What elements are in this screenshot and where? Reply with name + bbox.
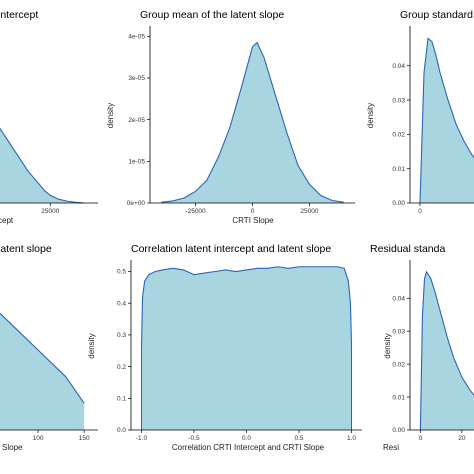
density-curve [140, 266, 353, 348]
x-tick-label: 0 [419, 435, 423, 442]
y-tick-label: 0.1 [117, 396, 126, 403]
x-tick-label: 0 [251, 208, 255, 215]
y-axis-label: density [383, 333, 392, 358]
x-axis-label: Slope [2, 443, 23, 452]
y-axis-label: density [87, 333, 96, 358]
y-axis-label: density [366, 103, 375, 128]
y-tick-label: 0.01 [392, 166, 405, 173]
x-axis-label: Resi [383, 443, 399, 452]
panel-top-left: 25000 cept intercept [0, 9, 98, 225]
y-tick-label: 0.03 [392, 328, 405, 335]
density-curve [419, 37, 474, 204]
y-tick-label: 0.2 [117, 364, 126, 371]
x-axis-label: cept [0, 216, 14, 225]
panel-top-right: 0.00 0.01 0.02 0.03 0.04 density 0 Group standa… [366, 9, 474, 215]
y-tick-label: 0.5 [117, 269, 126, 276]
x-tick-label: 150 [79, 435, 90, 442]
y-tick-label: 0.0 [117, 427, 126, 434]
panel-title: Correlation latent intercept and latent … [131, 243, 331, 255]
x-tick-label: 0 [418, 208, 422, 215]
y-tick-label: 4e-05 [128, 34, 145, 41]
y-tick-label: 0.00 [392, 427, 405, 434]
x-tick-label: 100 [33, 435, 44, 442]
panel-bottom-left: 100 150 Slope latent slope [0, 243, 98, 452]
panel-title: Group standard [400, 9, 473, 21]
x-tick-label: -1.0 [136, 435, 148, 442]
density-area [161, 42, 344, 203]
density-curve [0, 312, 85, 404]
x-tick-label: 25000 [300, 208, 318, 215]
y-tick-label: 3e-05 [128, 75, 145, 82]
density-area [420, 38, 474, 203]
x-tick-label: 20 [458, 435, 466, 442]
y-tick-label: 0.3 [117, 332, 126, 339]
panel-title: Residual standa [370, 243, 445, 255]
y-tick-label: 0.04 [392, 63, 405, 70]
x-axis-label: Correlation CRTI Intercept and CRTI Slop… [172, 443, 325, 452]
y-tick-label: 2e-05 [128, 117, 145, 124]
x-tick-label: 25000 [41, 208, 59, 215]
x-tick-label: 1.0 [347, 435, 356, 442]
density-curve [0, 127, 85, 204]
density-area [0, 313, 85, 430]
x-axis-label: CRTI Slope [232, 216, 274, 225]
panel-bottom-right: 0.00 0.01 0.02 0.03 0.04 density 0 20 Resi Residu… [370, 243, 474, 452]
y-tick-label: 0.01 [392, 394, 405, 401]
panel-bottom-middle: 0.0 0.1 0.2 0.3 0.4 0.5 density -1.0 -0.5 0.0 0.5 1… [87, 243, 362, 452]
panel-title: intercept [0, 9, 38, 21]
panel-top-middle: 0e+00 1e-05 2e-05 3e-05 4e-05 density -25000 0 2… [106, 9, 355, 225]
panel-title: latent slope [0, 243, 52, 255]
density-curve [419, 270, 474, 431]
density-area [0, 128, 84, 203]
x-tick-label: 0.0 [242, 435, 251, 442]
x-tick-label: 0.5 [294, 435, 303, 442]
y-tick-label: 0.4 [117, 300, 126, 307]
y-tick-label: 0.04 [392, 295, 405, 302]
density-area [420, 271, 474, 430]
y-tick-label: 0e+00 [127, 200, 146, 207]
y-tick-label: 0.00 [392, 200, 405, 207]
y-tick-label: 0.03 [392, 97, 405, 104]
density-curve [161, 41, 344, 203]
panel-title: Group mean of the latent slope [140, 9, 284, 21]
y-axis-label: density [106, 103, 115, 128]
y-tick-label: 1e-05 [128, 159, 145, 166]
x-tick-label: -25000 [185, 208, 206, 215]
density-area [141, 266, 352, 430]
y-tick-label: 0.02 [392, 132, 405, 139]
x-tick-label: -0.5 [188, 435, 200, 442]
y-tick-label: 0.02 [392, 361, 405, 368]
